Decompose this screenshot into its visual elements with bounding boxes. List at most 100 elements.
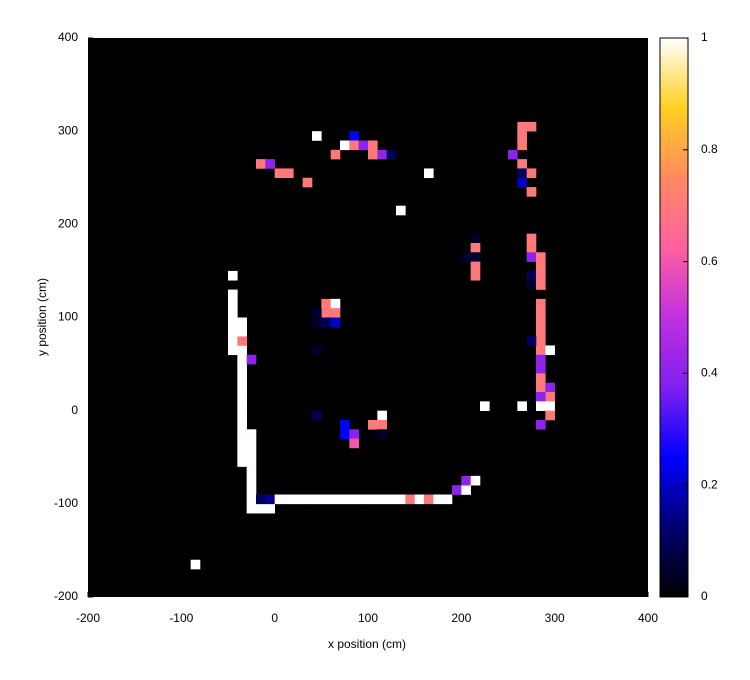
heatmap-cell (545, 410, 555, 421)
heatmap-cell (246, 475, 257, 486)
heatmap-cell (536, 326, 546, 337)
heatmap-cell (330, 298, 341, 309)
heatmap-cell (321, 298, 331, 309)
heatmap-cell (228, 298, 238, 309)
heatmap-cell (517, 140, 527, 151)
y-tick-label: 0 (71, 403, 78, 417)
heatmap-cell (237, 438, 247, 449)
heatmap-cell (237, 429, 247, 439)
heatmap-cell (470, 252, 481, 262)
heatmap-cell (237, 373, 247, 384)
heatmap-cell (480, 401, 490, 411)
heatmap-cell (536, 401, 546, 411)
heatmap-cell (274, 494, 285, 505)
heatmap-cell (228, 336, 238, 346)
heatmap-cell (190, 559, 201, 570)
heatmap-cell (358, 140, 369, 151)
heatmap-cell (349, 140, 359, 151)
heatmap-cell (340, 419, 350, 430)
heatmap-cell (358, 494, 369, 505)
heatmap-cell (377, 410, 387, 421)
heatmap-cell (349, 131, 359, 141)
heatmap-cell (508, 149, 518, 160)
heatmap-cell (237, 354, 247, 365)
heatmap-cell (470, 261, 481, 272)
heatmap-cell (526, 280, 537, 290)
heatmap-cell (536, 308, 546, 318)
heatmap-cell (368, 149, 378, 160)
heatmap-cell (246, 354, 257, 365)
heatmap-cell (536, 373, 546, 384)
heatmap-cell (321, 308, 331, 318)
heatmap-cell (274, 168, 285, 179)
y-tick-label: 100 (58, 310, 78, 324)
heatmap-cell (526, 242, 537, 253)
heatmap-cell (396, 205, 406, 216)
heatmap-cell (284, 494, 294, 505)
y-tick-label: 200 (58, 217, 78, 231)
heatmap-cell (237, 345, 247, 356)
heatmap-cell (377, 494, 387, 505)
heatmap-cell (536, 364, 546, 374)
heatmap-cell (424, 494, 434, 505)
heatmap-cell (545, 392, 555, 402)
colorbar-tick-label: 0 (701, 589, 708, 603)
heatmap-cell (368, 494, 378, 505)
heatmap-cell (536, 354, 546, 365)
heatmap-cell (349, 429, 359, 439)
heatmap-cell (349, 438, 359, 449)
heatmap-cell (386, 494, 397, 505)
heatmap-cell (312, 308, 322, 318)
heatmap-cell (536, 298, 546, 309)
heatmap-cell (284, 168, 294, 179)
heatmap-cell (228, 317, 238, 328)
colorbar-tick-label: 0.6 (701, 254, 718, 268)
heatmap-cell (536, 261, 546, 272)
heatmap-cell (330, 317, 341, 328)
heatmap-cell (517, 177, 527, 188)
heatmap-cell (536, 345, 546, 356)
heatmap-cell (330, 308, 341, 318)
heatmap-cell (517, 121, 527, 132)
heatmap-cell (470, 475, 481, 486)
heatmap-cell (312, 317, 322, 328)
heatmap-cell (368, 140, 378, 151)
heatmap-cell (237, 326, 247, 337)
heatmap-cell (312, 131, 322, 141)
x-tick-label: 0 (271, 611, 278, 625)
heatmap-cell (265, 159, 275, 169)
heatmap-cell (442, 494, 453, 505)
colorbar-tick-label: 0.2 (701, 477, 718, 491)
heatmap-cell (470, 242, 481, 253)
x-tick-label: 200 (451, 611, 471, 625)
heatmap-cell (265, 494, 275, 505)
x-axis-label: x position (cm) (328, 637, 406, 651)
heatmap-cell (452, 485, 462, 495)
heatmap-cell (536, 392, 546, 402)
heatmap-cell (386, 149, 397, 160)
heatmap-cell (237, 317, 247, 328)
heatmap-cell (545, 401, 555, 411)
heatmap-cell (517, 401, 527, 411)
heatmap-cell (246, 438, 257, 449)
heatmap-cell (312, 410, 322, 421)
x-tick-label: 100 (358, 611, 378, 625)
heatmap-cell (330, 494, 341, 505)
heatmap-cell (302, 494, 313, 505)
colorbar-tick-label: 0.4 (701, 366, 718, 380)
heatmap-cell (536, 419, 546, 430)
heatmap-cell (377, 149, 387, 160)
x-tick-label: -100 (169, 611, 193, 625)
heatmap-cell (377, 429, 387, 439)
heatmap-cell (302, 177, 313, 188)
y-axis-label: y position (cm) (35, 278, 49, 356)
heatmap-cell (246, 503, 257, 514)
heatmap-cell (368, 419, 378, 430)
heatmap-cell (237, 410, 247, 421)
heatmap-cell (228, 308, 238, 318)
heatmap-cell (517, 159, 527, 169)
heatmap-cell (545, 345, 555, 356)
heatmap-cell (246, 457, 257, 467)
heatmap-cell (237, 364, 247, 374)
heatmap-cell (470, 270, 481, 281)
